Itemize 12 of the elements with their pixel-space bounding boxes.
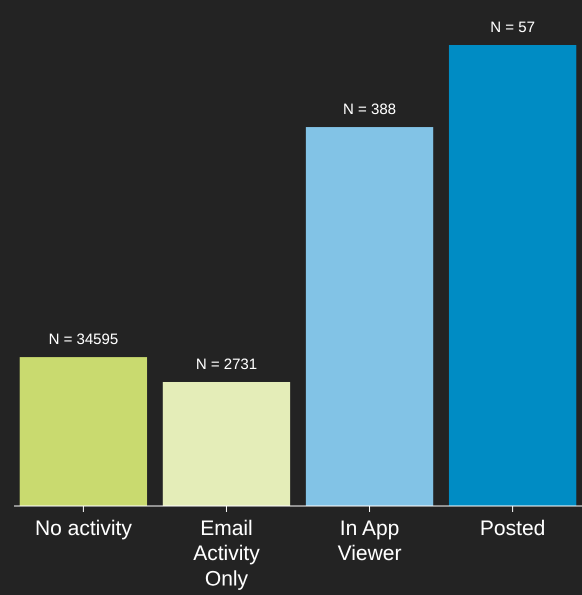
annotation: N = 2731 <box>196 356 258 373</box>
x-tick-label: Email Activity Only <box>193 516 260 590</box>
bar <box>306 127 434 506</box>
x-tick-label: Posted <box>480 516 546 540</box>
x-tick-label: No activity <box>34 516 132 540</box>
annotation: N = 34595 <box>48 331 118 348</box>
bar <box>162 382 290 506</box>
annotation: N = 388 <box>343 101 396 118</box>
x-tick-label: In App Viewer <box>338 516 402 566</box>
annotation: N = 57 <box>490 19 535 36</box>
bar <box>20 357 148 506</box>
bar <box>448 45 576 506</box>
